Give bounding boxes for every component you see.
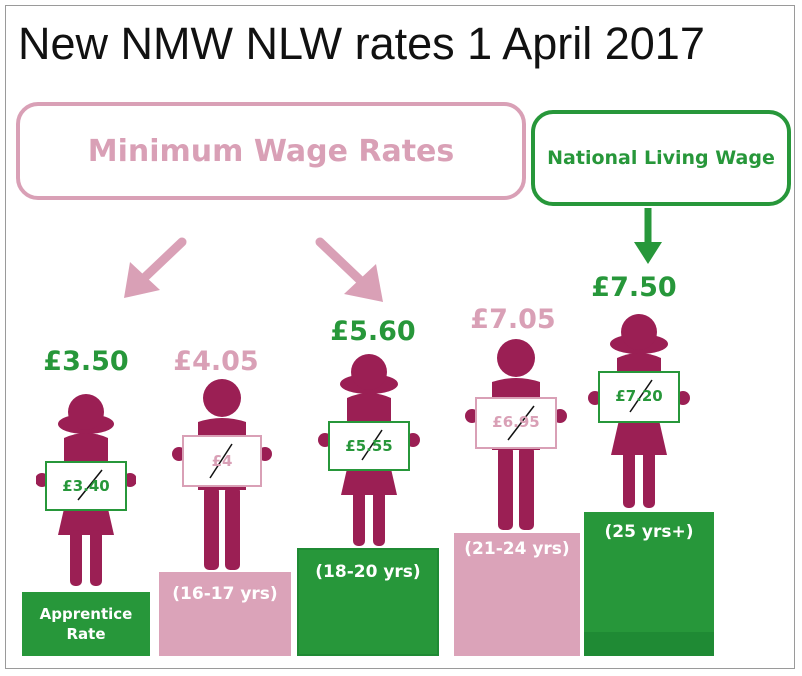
strike-icon — [361, 429, 383, 461]
strike-icon — [629, 379, 653, 413]
age-16-17-label: (16-17 yrs) — [172, 584, 278, 604]
minimum-wage-label: Minimum Wage Rates — [87, 133, 455, 169]
age-21-24-label: (21-24 yrs) — [464, 539, 570, 559]
age-25-plus-label: (25 yrs+) — [604, 522, 694, 542]
apprentice-old-rate: £3.40 — [62, 477, 110, 495]
apprentice-label-line2: Rate — [66, 625, 106, 643]
arrow-down-right-icon — [315, 237, 383, 302]
age-18-20-label: (18-20 yrs) — [315, 562, 421, 582]
age-25-plus-old-rate: £7.20 — [615, 387, 663, 405]
image-border — [5, 5, 795, 669]
living-wage-label: National Living Wage — [547, 147, 775, 169]
girl-figure-icon — [588, 314, 690, 508]
age-25-plus-block: (25 yrs+) — [584, 512, 714, 656]
age-16-17-new-rate: £4.05 — [173, 346, 259, 377]
age-16-17-old-rate: £4 — [211, 452, 233, 470]
living-wage-box: National Living Wage — [531, 110, 791, 206]
age-21-24-block: (21-24 yrs) — [454, 533, 580, 656]
age-18-20-old-rate: £5.55 — [345, 437, 393, 455]
age-16-17-block: (16-17 yrs) — [159, 572, 291, 656]
age-21-24-old-rate: £6.95 — [492, 413, 540, 431]
arrow-down-left-icon — [124, 237, 187, 298]
girl-figure-icon — [318, 354, 420, 546]
strike-icon — [77, 469, 103, 501]
apprentice-block: Apprentice Rate — [22, 592, 150, 656]
page-title: New NMW NLW rates 1 April 2017 — [18, 18, 705, 69]
age-18-20-block: (18-20 yrs) — [297, 548, 439, 656]
age-18-20-new-rate: £5.60 — [330, 316, 416, 347]
age-21-24-new-rate: £7.05 — [470, 304, 556, 335]
strike-icon — [507, 405, 535, 441]
apprentice-label-line1: Apprentice — [39, 605, 133, 623]
girl-figure-icon — [36, 394, 136, 586]
boy-figure-icon — [465, 339, 567, 530]
strike-icon — [209, 443, 233, 479]
boy-figure-icon — [172, 379, 272, 570]
minimum-wage-box: Minimum Wage Rates — [16, 102, 526, 200]
apprentice-new-rate: £3.50 — [43, 346, 129, 377]
age-25-plus-new-rate: £7.50 — [591, 272, 677, 303]
arrow-down-icon — [634, 208, 662, 264]
